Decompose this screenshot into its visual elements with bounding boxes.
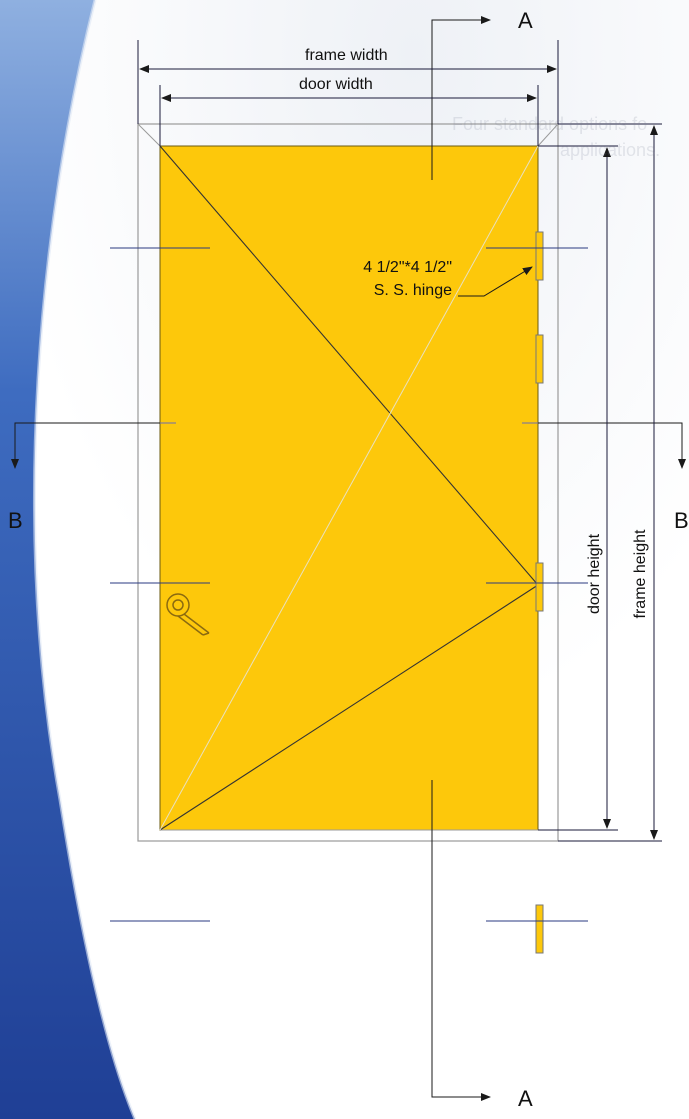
section-b-right-label: B [674, 508, 689, 533]
frame-height-label: frame height [632, 529, 649, 619]
hinge-leader [458, 266, 533, 297]
center-marks [110, 247, 588, 922]
frame-height-dimension [558, 123, 662, 842]
hinge-size-label: 4 1/2"*4 1/2" [363, 259, 452, 276]
door-height-label: door height [586, 533, 603, 615]
door-handle-icon [166, 593, 210, 636]
swoosh-highlight [33, 0, 137, 1119]
hinge-type-label: S. S. hinge [373, 282, 452, 299]
frame-miter-right [537, 123, 559, 147]
section-a-lines [431, 16, 491, 1101]
section-a-bottom-label: A [518, 1086, 533, 1111]
door-width-dimension [159, 85, 539, 146]
frame-width-label: frame width [305, 47, 388, 64]
background-text-line1: Four standard options fo [452, 114, 648, 134]
section-a-top-label: A [518, 8, 533, 33]
swing-line-faint [159, 145, 539, 831]
section-b-left-label: B [8, 508, 23, 533]
hinge-icon [535, 231, 544, 954]
section-b-lines [11, 422, 686, 469]
door-height-dimension [538, 145, 618, 831]
frame-miter-left [137, 123, 161, 147]
swing-line-upper [159, 145, 539, 586]
background-text-line2: applications. [560, 140, 661, 160]
blue-swoosh [0, 0, 135, 1119]
door-width-label: door width [299, 76, 373, 93]
frame-width-dimension [137, 40, 559, 124]
swing-line-lower [159, 584, 539, 831]
frame-outline [137, 123, 559, 842]
